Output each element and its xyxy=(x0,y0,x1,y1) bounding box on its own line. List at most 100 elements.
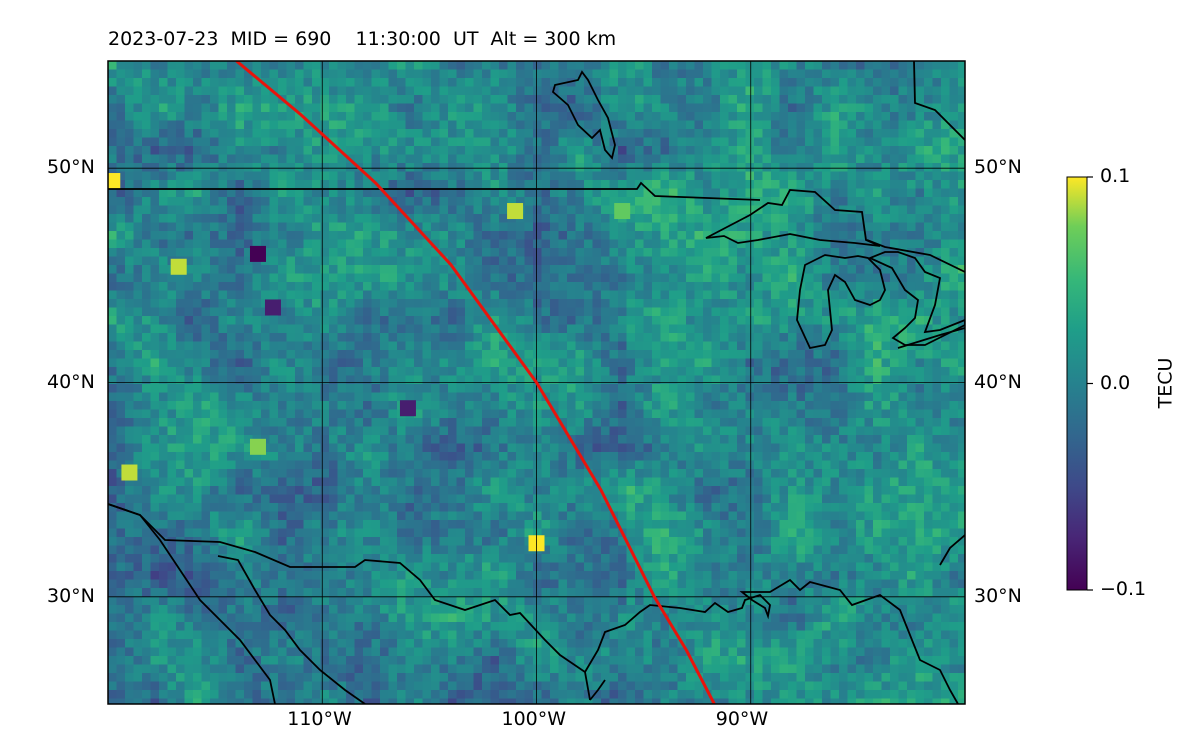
heat-cell xyxy=(448,61,458,71)
heat-cell xyxy=(839,129,849,139)
heat-cell xyxy=(737,384,747,394)
heat-cell xyxy=(890,256,900,266)
heat-cell xyxy=(745,367,755,377)
heat-cell xyxy=(473,392,483,402)
heat-cell xyxy=(779,222,789,232)
heat-cell xyxy=(456,375,466,385)
heat-cell xyxy=(405,197,415,207)
heat-cell xyxy=(830,273,840,283)
heat-cell xyxy=(397,103,407,113)
heat-cell xyxy=(524,333,534,343)
heat-cell xyxy=(660,299,670,309)
heat-cell xyxy=(431,460,441,470)
heat-cell xyxy=(567,231,577,241)
heat-cell xyxy=(890,154,900,164)
heat-cell xyxy=(694,154,704,164)
heat-cell xyxy=(669,265,679,275)
heat-cell xyxy=(210,248,220,258)
heat-cell xyxy=(779,290,789,300)
heat-cell xyxy=(218,307,228,317)
heat-cell xyxy=(465,180,475,190)
heat-cell xyxy=(898,307,908,317)
heat-cell xyxy=(601,61,611,71)
heat-cell xyxy=(473,256,483,266)
heat-cell xyxy=(762,392,772,402)
heat-cell xyxy=(796,69,806,79)
heat-cell xyxy=(278,154,288,164)
chart-title: 2023-07-23 MID = 690 11:30:00 UT Alt = 3… xyxy=(108,28,617,50)
heat-cell xyxy=(533,129,543,139)
heat-cell xyxy=(618,401,628,411)
heat-cell xyxy=(711,443,721,453)
heat-cell xyxy=(788,418,798,428)
heat-cell xyxy=(108,316,118,326)
heat-cell xyxy=(643,197,653,207)
heat-cell xyxy=(686,341,696,351)
heat-cell xyxy=(694,418,704,428)
heat-cell xyxy=(133,214,143,224)
heat-cell xyxy=(533,146,543,156)
heat-cell xyxy=(507,307,517,317)
heat-cell xyxy=(864,214,874,224)
heat-cell xyxy=(830,324,840,334)
heat-cell xyxy=(635,265,645,275)
heat-cell xyxy=(745,299,755,309)
heat-cell xyxy=(635,78,645,88)
heat-cell xyxy=(227,214,237,224)
heat-cell xyxy=(618,460,628,470)
heat-cell xyxy=(694,341,704,351)
heat-cell xyxy=(337,197,347,207)
heat-cell xyxy=(346,316,356,326)
heat-cell xyxy=(941,197,951,207)
heat-cell xyxy=(703,154,713,164)
heat-cell xyxy=(159,112,169,122)
heat-cell xyxy=(677,333,687,343)
heat-cell xyxy=(482,409,492,419)
heat-cell xyxy=(337,401,347,411)
heat-cell xyxy=(176,367,186,377)
heat-cell xyxy=(830,112,840,122)
heat-cell xyxy=(822,290,832,300)
heat-cell xyxy=(805,273,815,283)
heat-cell xyxy=(176,324,186,334)
heat-cell xyxy=(116,273,126,283)
heat-cell xyxy=(159,299,169,309)
heat-cell xyxy=(720,256,730,266)
heat-cell xyxy=(907,154,917,164)
heat-cell xyxy=(371,129,381,139)
heat-cell xyxy=(788,95,798,105)
heat-cell xyxy=(405,180,415,190)
heat-cell xyxy=(728,469,738,479)
heat-cell xyxy=(490,273,500,283)
heat-cell xyxy=(720,95,730,105)
heat-cell xyxy=(958,222,965,232)
heat-cell xyxy=(881,112,891,122)
heat-cell xyxy=(210,426,220,436)
heat-cell xyxy=(703,435,713,445)
heat-cell xyxy=(116,469,126,479)
heat-cell xyxy=(507,418,517,428)
heat-cell xyxy=(907,307,917,317)
heat-cell xyxy=(779,86,789,96)
heat-cell xyxy=(261,146,271,156)
heat-cell xyxy=(329,367,339,377)
heat-cell xyxy=(601,273,611,283)
heat-cell xyxy=(550,401,560,411)
heat-cell xyxy=(397,256,407,266)
heat-cell xyxy=(847,222,857,232)
heat-cell xyxy=(184,205,194,215)
heat-cell xyxy=(635,120,645,130)
heat-cell xyxy=(796,188,806,198)
heat-cell xyxy=(431,409,441,419)
heat-cell xyxy=(575,78,585,88)
heat-cell xyxy=(176,95,186,105)
heat-cell xyxy=(788,222,798,232)
heat-cell xyxy=(694,222,704,232)
heat-cell xyxy=(728,265,738,275)
heat-cell xyxy=(252,282,262,292)
heat-cell xyxy=(456,197,466,207)
heat-cell xyxy=(941,341,951,351)
heat-cell xyxy=(286,333,296,343)
heat-cell xyxy=(159,367,169,377)
heat-cell xyxy=(371,78,381,88)
